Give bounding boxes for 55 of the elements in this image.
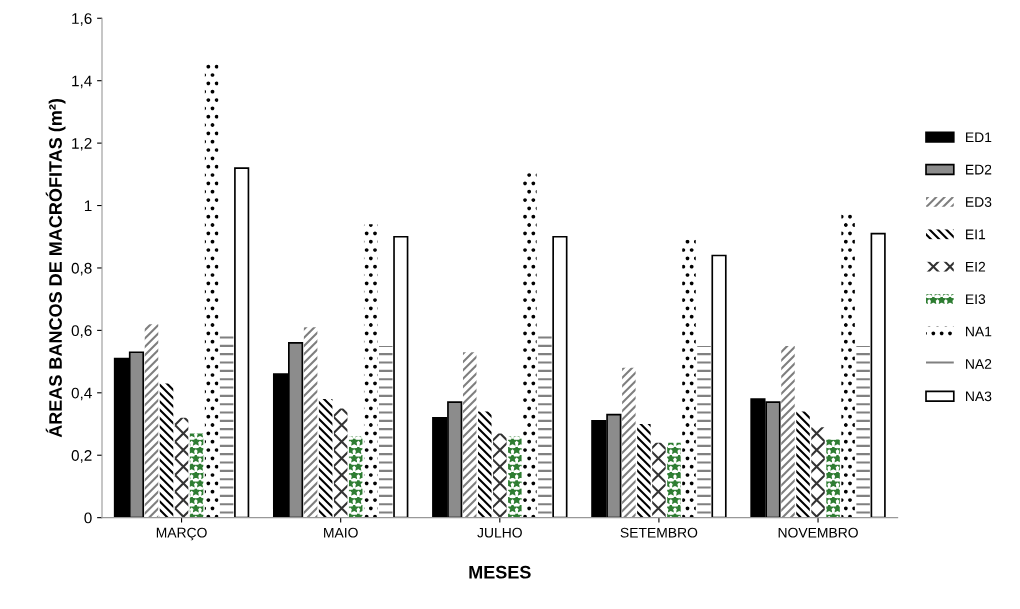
y-tick-label: 1 (84, 200, 92, 212)
bar (796, 411, 810, 518)
y-tick-label: 0,6 (71, 325, 92, 338)
bar (652, 442, 666, 518)
bar (174, 417, 189, 518)
bar (144, 324, 159, 518)
bar (870, 232, 886, 518)
bar (826, 439, 840, 518)
bar (303, 327, 318, 518)
bar (667, 442, 681, 518)
x-tick-label: MAIO (324, 527, 358, 538)
bar (363, 224, 378, 518)
x-axis-title: MESES (469, 565, 531, 579)
bar (333, 408, 348, 518)
y-tick-label: 1,6 (72, 13, 92, 26)
legend-label: ED1 (966, 132, 992, 142)
bar (234, 167, 250, 518)
y-tick-label: 1,4 (72, 75, 92, 89)
bar (622, 367, 636, 518)
bar (682, 239, 696, 518)
bar (508, 436, 522, 518)
bar (348, 436, 363, 518)
bar (637, 424, 651, 518)
legend-label: NA3 (966, 391, 992, 402)
legend-label: ED3 (966, 197, 992, 207)
bar (393, 235, 409, 518)
legend-label: ED2 (966, 164, 992, 175)
x-tick-label: NOVEMBRO (778, 527, 858, 538)
bar (711, 254, 727, 518)
bar (493, 433, 507, 518)
y-tick-label: 1,2 (72, 137, 92, 151)
y-tick-label: 0,4 (71, 387, 92, 401)
bar (159, 383, 174, 518)
y-axis-title: ÁREAS BANCOS DE MACRÓFITAS (m²) (45, 99, 66, 438)
legend-label: NA1 (966, 326, 992, 337)
legend-label: EI1 (966, 229, 986, 240)
y-tick-label: 0 (84, 512, 92, 524)
bar (523, 171, 537, 518)
legend-label: EI2 (966, 261, 986, 272)
x-tick-label: MARÇO (156, 527, 207, 541)
legend-label: NA2 (966, 359, 992, 369)
x-tick-label: JULHO (477, 527, 522, 538)
y-tick-label: 0,8 (71, 262, 92, 276)
bar (552, 235, 568, 518)
x-tick-label: SETEMBRO (620, 527, 698, 538)
bar (462, 352, 477, 518)
bar (478, 411, 492, 518)
legend-label: EI3 (966, 294, 986, 305)
bar (318, 399, 333, 518)
bar (204, 61, 219, 518)
bar (811, 427, 825, 518)
bar (189, 433, 204, 518)
bar (781, 345, 795, 518)
y-tick-label: 0,2 (71, 450, 92, 463)
bar (841, 211, 855, 518)
